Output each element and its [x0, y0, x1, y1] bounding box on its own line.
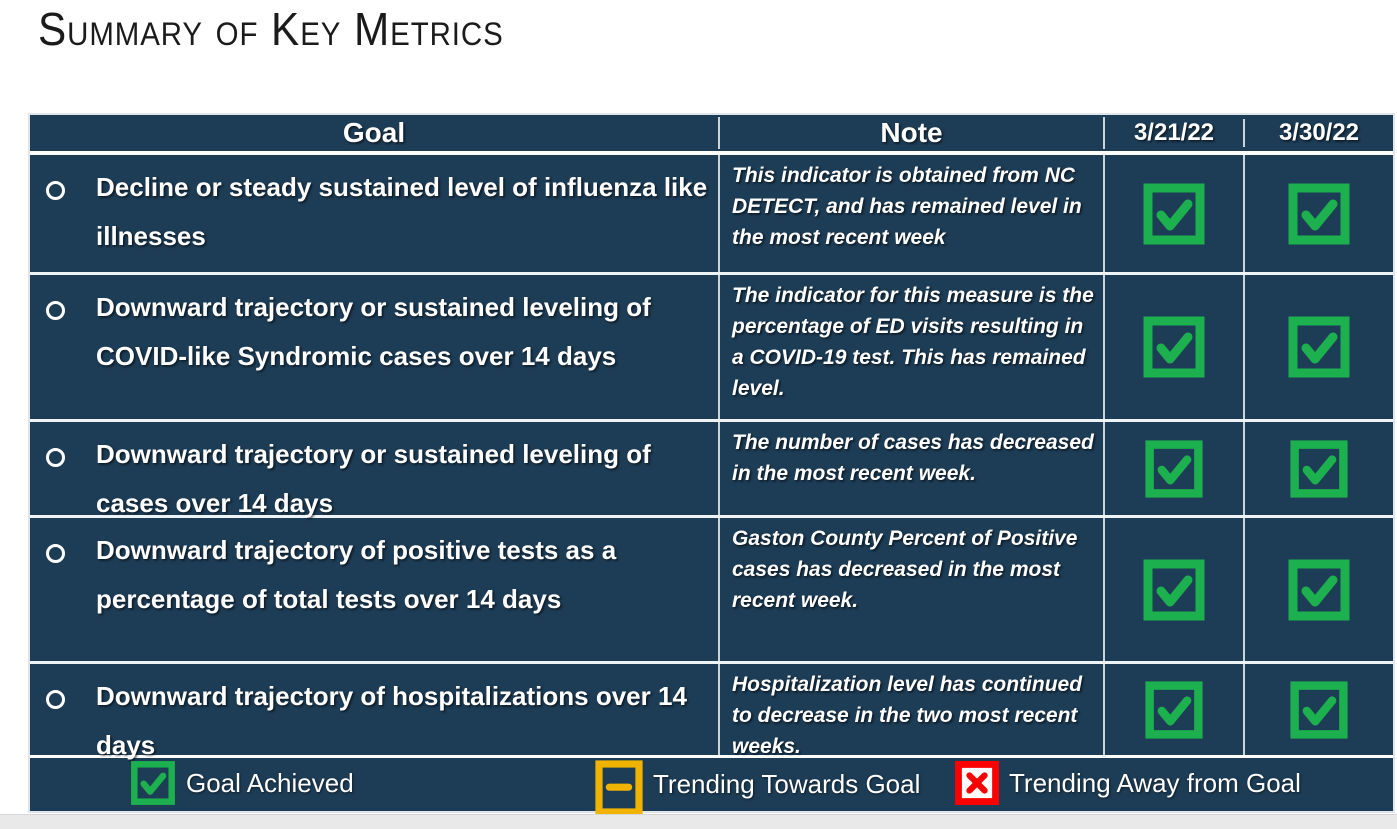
table-row: Downward trajectory or sustained levelin…	[30, 275, 1393, 422]
goal-cell: Downward trajectory of hospitalizations …	[30, 664, 720, 760]
table-row: Downward trajectory of hospitalizations …	[30, 664, 1393, 760]
bullet-circle-icon	[46, 690, 65, 709]
goal-achieved-checkbox-icon	[1145, 439, 1203, 498]
header-cell-date-1: 3/21/22	[1105, 119, 1245, 147]
status-cell-3-30	[1245, 518, 1393, 661]
goal-achieved-checkbox-icon	[131, 761, 175, 805]
goal-text: Downward trajectory of hospitalizations …	[96, 681, 687, 760]
goal-achieved-checkbox-icon	[1143, 316, 1205, 378]
table-row: Downward trajectory of positive tests as…	[30, 518, 1393, 664]
status-cell-3-21	[1105, 664, 1245, 755]
note-cell: This indicator is obtained from NC DETEC…	[720, 155, 1105, 272]
goal-achieved-checkbox-icon	[1288, 183, 1350, 244]
bullet-circle-icon	[46, 181, 65, 200]
status-cell-3-30	[1245, 275, 1393, 419]
goal-achieved-checkbox-icon	[1143, 183, 1205, 244]
goal-achieved-checkbox-icon	[1145, 680, 1203, 739]
legend-label: Trending Towards Goal	[653, 768, 921, 799]
legend-label: Trending Away from Goal	[1009, 767, 1301, 798]
note-cell: The indicator for this measure is the pe…	[720, 275, 1105, 419]
goal-achieved-checkbox-icon	[1288, 316, 1350, 378]
page-title: Summary of Key Metrics	[38, 3, 504, 55]
bullet-circle-icon	[46, 544, 65, 563]
status-cell-3-21	[1105, 518, 1245, 661]
goal-column-header: Goal	[342, 117, 406, 148]
goal-achieved-checkbox-icon	[1288, 559, 1350, 620]
table-row: Downward trajectory or sustained levelin…	[30, 422, 1393, 518]
note-cell: The number of cases has decreased in the…	[720, 422, 1105, 515]
bullet-circle-icon	[46, 448, 65, 467]
header-cell-note: Note	[720, 117, 1105, 149]
goal-text: Downward trajectory or sustained levelin…	[96, 292, 651, 371]
date-1-header: 3/21/22	[1133, 119, 1215, 146]
legend-row: Goal Achieved Trending Towards Goal Tren…	[30, 758, 1393, 816]
table-row: Decline or steady sustained level of inf…	[30, 155, 1393, 275]
key-metrics-table: Goal Note 3/21/22 3/30/22 Decline or ste…	[28, 113, 1395, 816]
trending-towards-dash-icon	[595, 760, 643, 816]
note-cell: Gaston County Percent of Positive cases …	[720, 518, 1105, 661]
goal-cell: Decline or steady sustained level of inf…	[30, 155, 720, 272]
legend-item-goal-achieved: Goal Achieved	[130, 758, 354, 808]
bullet-circle-icon	[46, 301, 65, 320]
note-text: Hospitalization level has continued to d…	[732, 673, 1083, 758]
header-cell-goal: Goal	[30, 117, 720, 149]
status-cell-3-21	[1105, 155, 1245, 272]
status-cell-3-30	[1245, 664, 1393, 755]
note-text: The indicator for this measure is the pe…	[732, 284, 1094, 400]
table-header-row: Goal Note 3/21/22 3/30/22	[30, 115, 1393, 155]
goal-text: Decline or steady sustained level of inf…	[96, 172, 708, 251]
bottom-gray-strip	[0, 814, 1397, 829]
legend-item-trending-towards: Trending Towards Goal	[595, 760, 921, 816]
legend-label: Goal Achieved	[186, 767, 354, 798]
legend-item-trending-away: Trending Away from Goal	[955, 758, 1301, 808]
goal-cell: Downward trajectory of positive tests as…	[30, 518, 720, 661]
note-text: This indicator is obtained from NC DETEC…	[732, 164, 1082, 249]
trending-away-x-icon	[955, 761, 999, 805]
note-text: Gaston County Percent of Positive cases …	[732, 527, 1078, 612]
note-text: The number of cases has decreased in the…	[732, 431, 1094, 485]
note-column-header: Note	[880, 117, 943, 148]
goal-achieved-checkbox-icon	[1290, 439, 1348, 498]
date-2-header: 3/30/22	[1278, 119, 1360, 146]
goal-achieved-checkbox-icon	[1143, 559, 1205, 620]
goal-cell: Downward trajectory or sustained levelin…	[30, 422, 720, 518]
status-cell-3-21	[1105, 422, 1245, 515]
status-cell-3-21	[1105, 275, 1245, 419]
goal-achieved-checkbox-icon	[1290, 680, 1348, 739]
status-cell-3-30	[1245, 155, 1393, 272]
status-cell-3-30	[1245, 422, 1393, 515]
note-cell: Hospitalization level has continued to d…	[720, 664, 1105, 758]
goal-text: Downward trajectory or sustained levelin…	[96, 439, 651, 518]
goal-text: Downward trajectory of positive tests as…	[96, 535, 617, 614]
goal-cell: Downward trajectory or sustained levelin…	[30, 275, 720, 419]
header-cell-date-2: 3/30/22	[1245, 119, 1393, 147]
